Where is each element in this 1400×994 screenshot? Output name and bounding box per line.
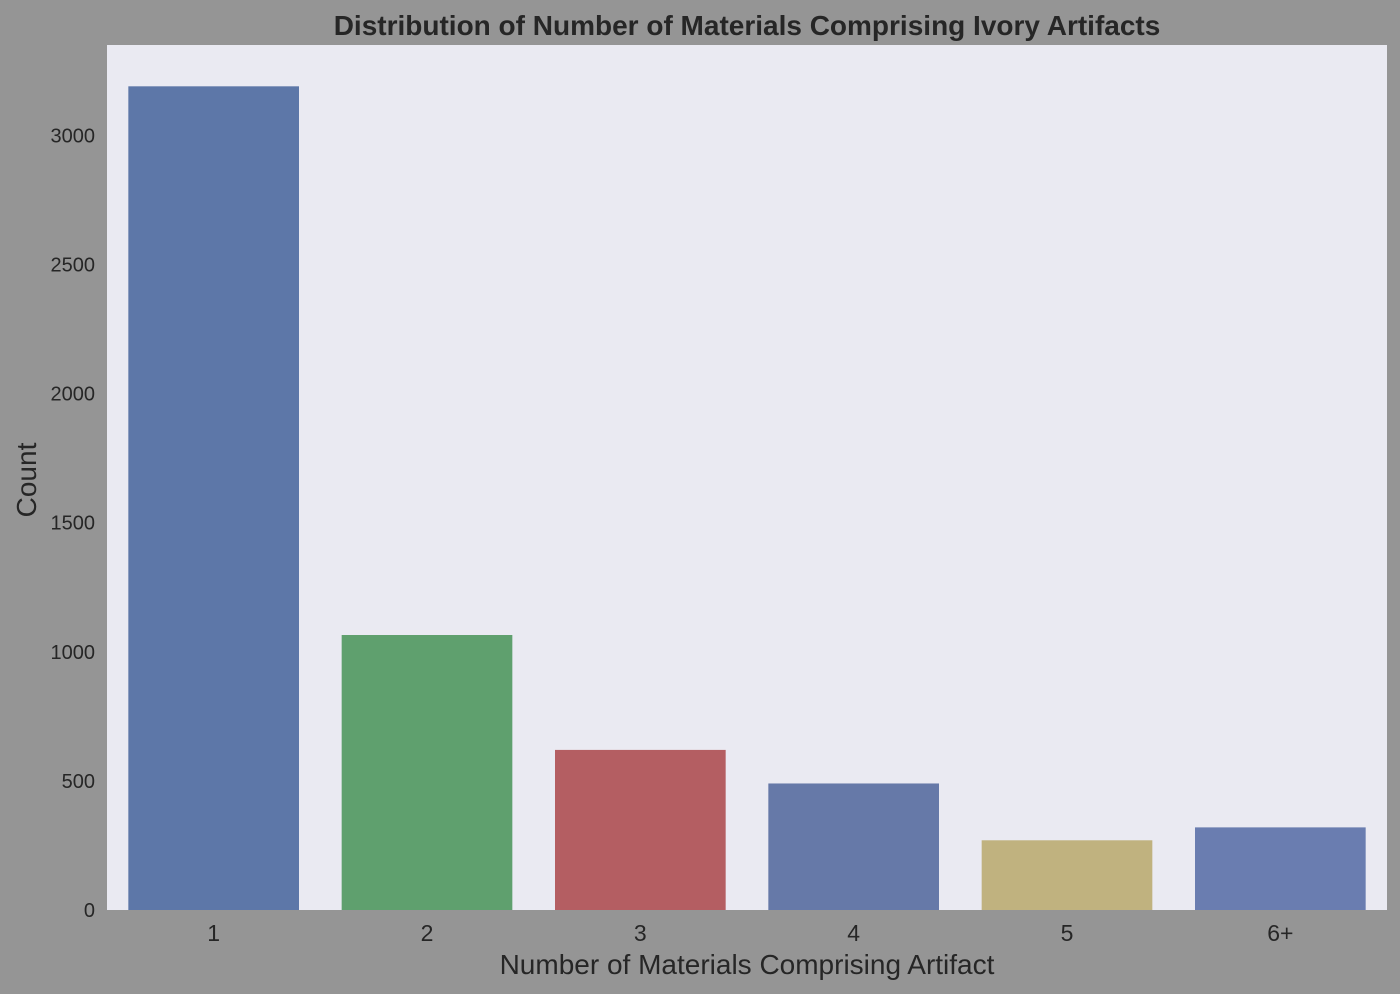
y-tick-label: 0 (84, 900, 95, 922)
y-axis-ticks: 0 500 1000 1500 2000 2500 3000 (51, 125, 96, 922)
bars-group (128, 86, 1366, 911)
x-axis-label: Number of Materials Comprising Artifact (500, 949, 995, 980)
y-axis-label: Count (11, 442, 42, 517)
y-tick-label: 1000 (51, 642, 96, 664)
y-tick-label: 500 (62, 771, 95, 793)
y-tick-label: 1500 (51, 513, 96, 535)
y-tick-label: 2000 (51, 384, 96, 406)
x-tick-label: 4 (847, 920, 860, 946)
x-axis-ticks: 1 2 3 4 5 6+ (207, 920, 1293, 946)
bar-5 (981, 840, 1153, 910)
bar-4 (768, 783, 939, 910)
y-tick-label: 3000 (51, 125, 96, 147)
bar-1 (128, 86, 299, 911)
x-tick-label: 5 (1061, 920, 1074, 946)
bar-3 (555, 749, 726, 910)
y-tick-label: 2500 (51, 254, 96, 276)
plot-area (107, 45, 1387, 910)
x-tick-label: 1 (207, 920, 220, 946)
bar-6+ (1195, 827, 1366, 910)
chart-title: Distribution of Number of Materials Comp… (334, 10, 1161, 41)
bar-2 (341, 635, 513, 910)
x-tick-label: 6+ (1267, 920, 1293, 946)
x-tick-label: 3 (634, 920, 647, 946)
x-tick-label: 2 (421, 920, 434, 946)
